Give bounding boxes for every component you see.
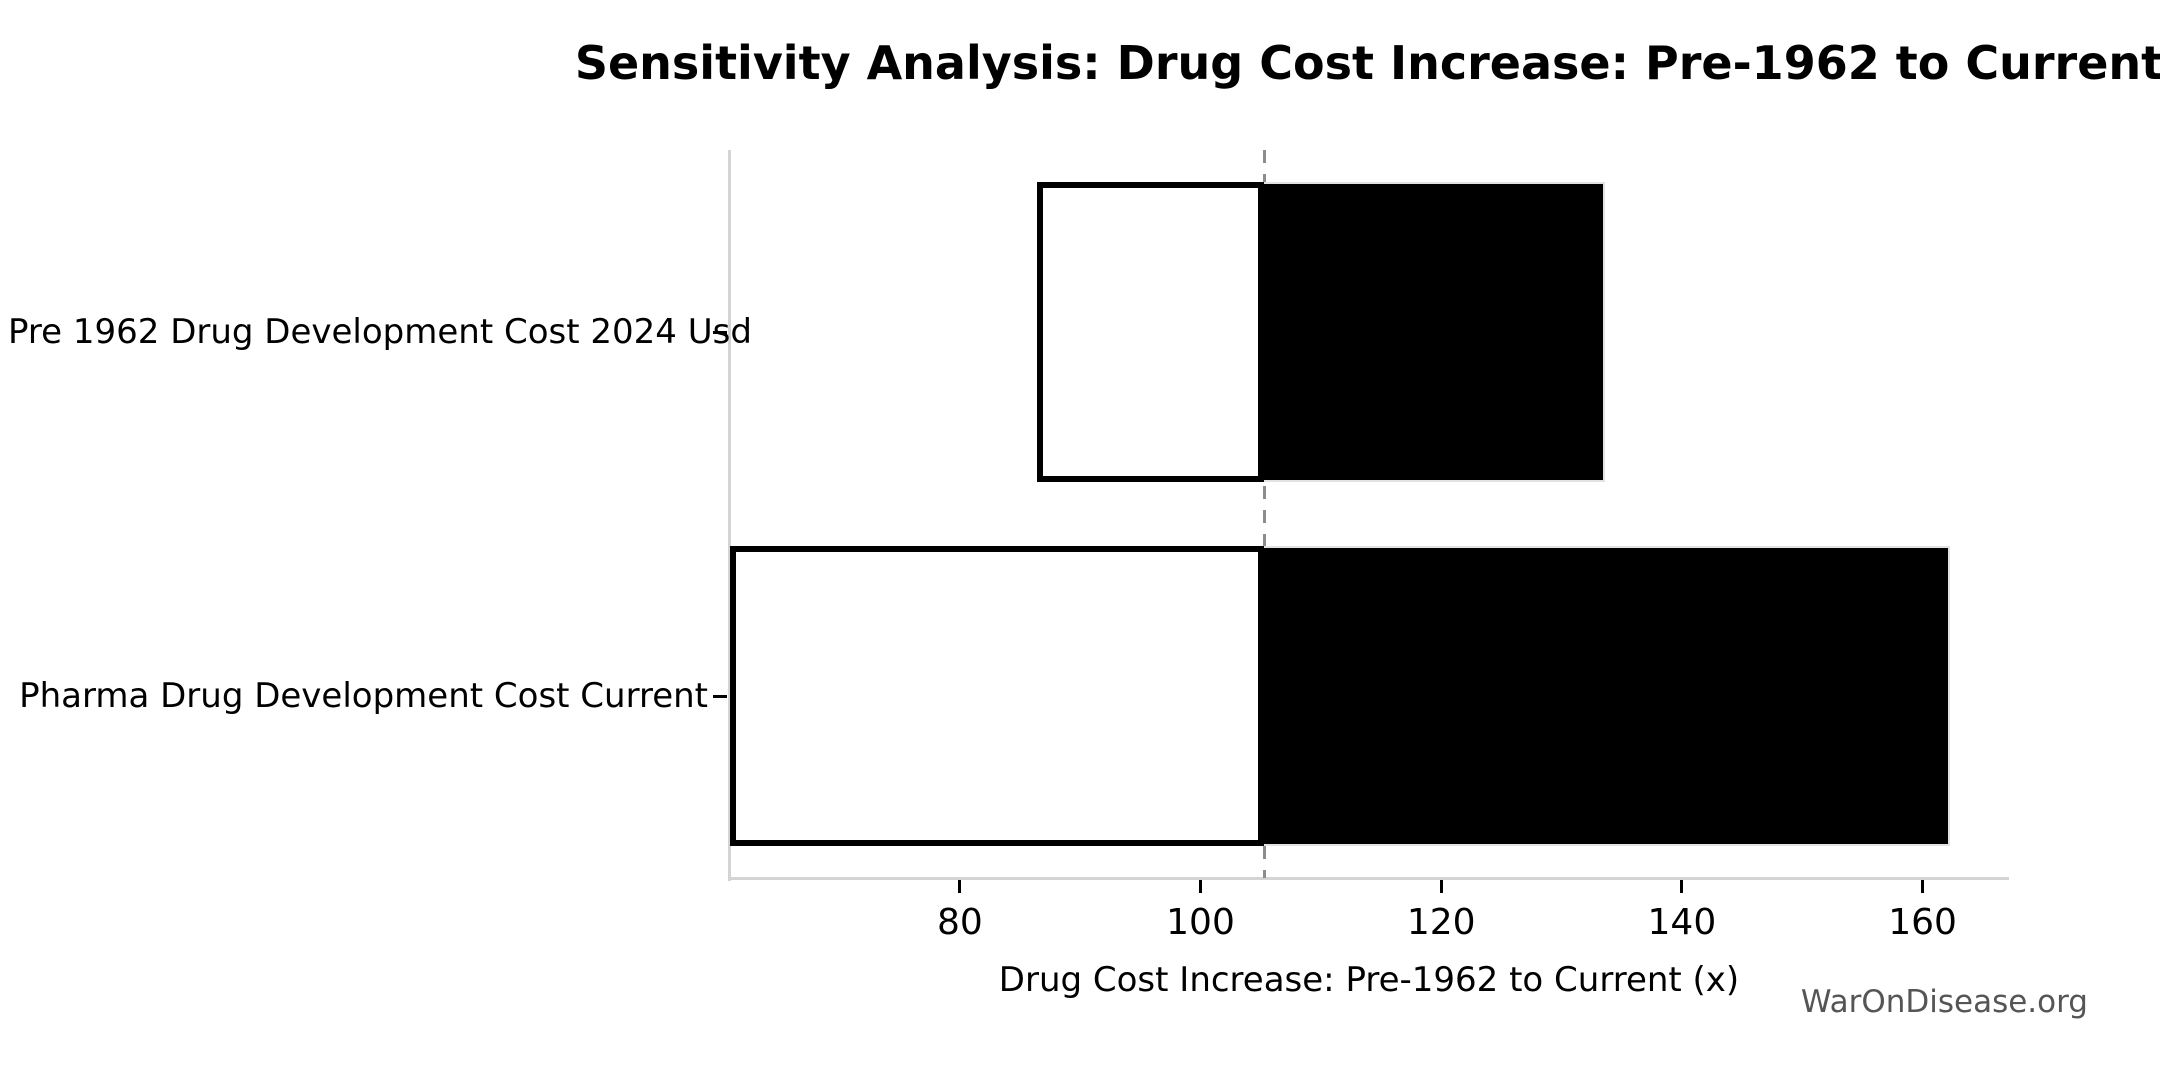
y-tick-label: Pre 1962 Drug Development Cost 2024 Usd (8, 312, 752, 352)
base-value-dashed-line (1262, 150, 1266, 878)
x-tick-mark (1439, 880, 1443, 893)
bar-high-segment (1264, 546, 1951, 846)
bar-high-segment (1264, 182, 1605, 482)
y-axis-spine (728, 150, 731, 881)
plot-area: Pre 1962 Drug Development Cost 2024 Usd P… (8, 150, 2009, 943)
x-axis-spine (728, 877, 2009, 880)
x-tick-label: 80 (936, 902, 983, 943)
x-tick-label: 100 (1166, 902, 1235, 943)
y-tick-mark (713, 694, 727, 698)
bar-low-segment (730, 546, 1265, 846)
x-tick-label: 140 (1647, 902, 1717, 943)
watermark: WarOnDisease.org (1800, 984, 2088, 1020)
x-tick-mark (1680, 880, 1684, 893)
bar-low-segment (1036, 182, 1265, 482)
x-tick-mark (1921, 880, 1925, 893)
y-tick-label: Pharma Drug Development Cost Current (19, 676, 708, 716)
x-axis-label: Drug Cost Increase: Pre-1962 to Current … (998, 960, 1740, 1000)
x-tick-label: 120 (1406, 902, 1476, 943)
x-tick-mark (958, 880, 962, 893)
chart-title: Sensitivity Analysis: Drug Cost Increase… (574, 36, 2160, 90)
y-tick-mark (713, 330, 727, 334)
x-tick-label: 160 (1888, 902, 1957, 943)
x-tick-mark (1199, 880, 1203, 893)
